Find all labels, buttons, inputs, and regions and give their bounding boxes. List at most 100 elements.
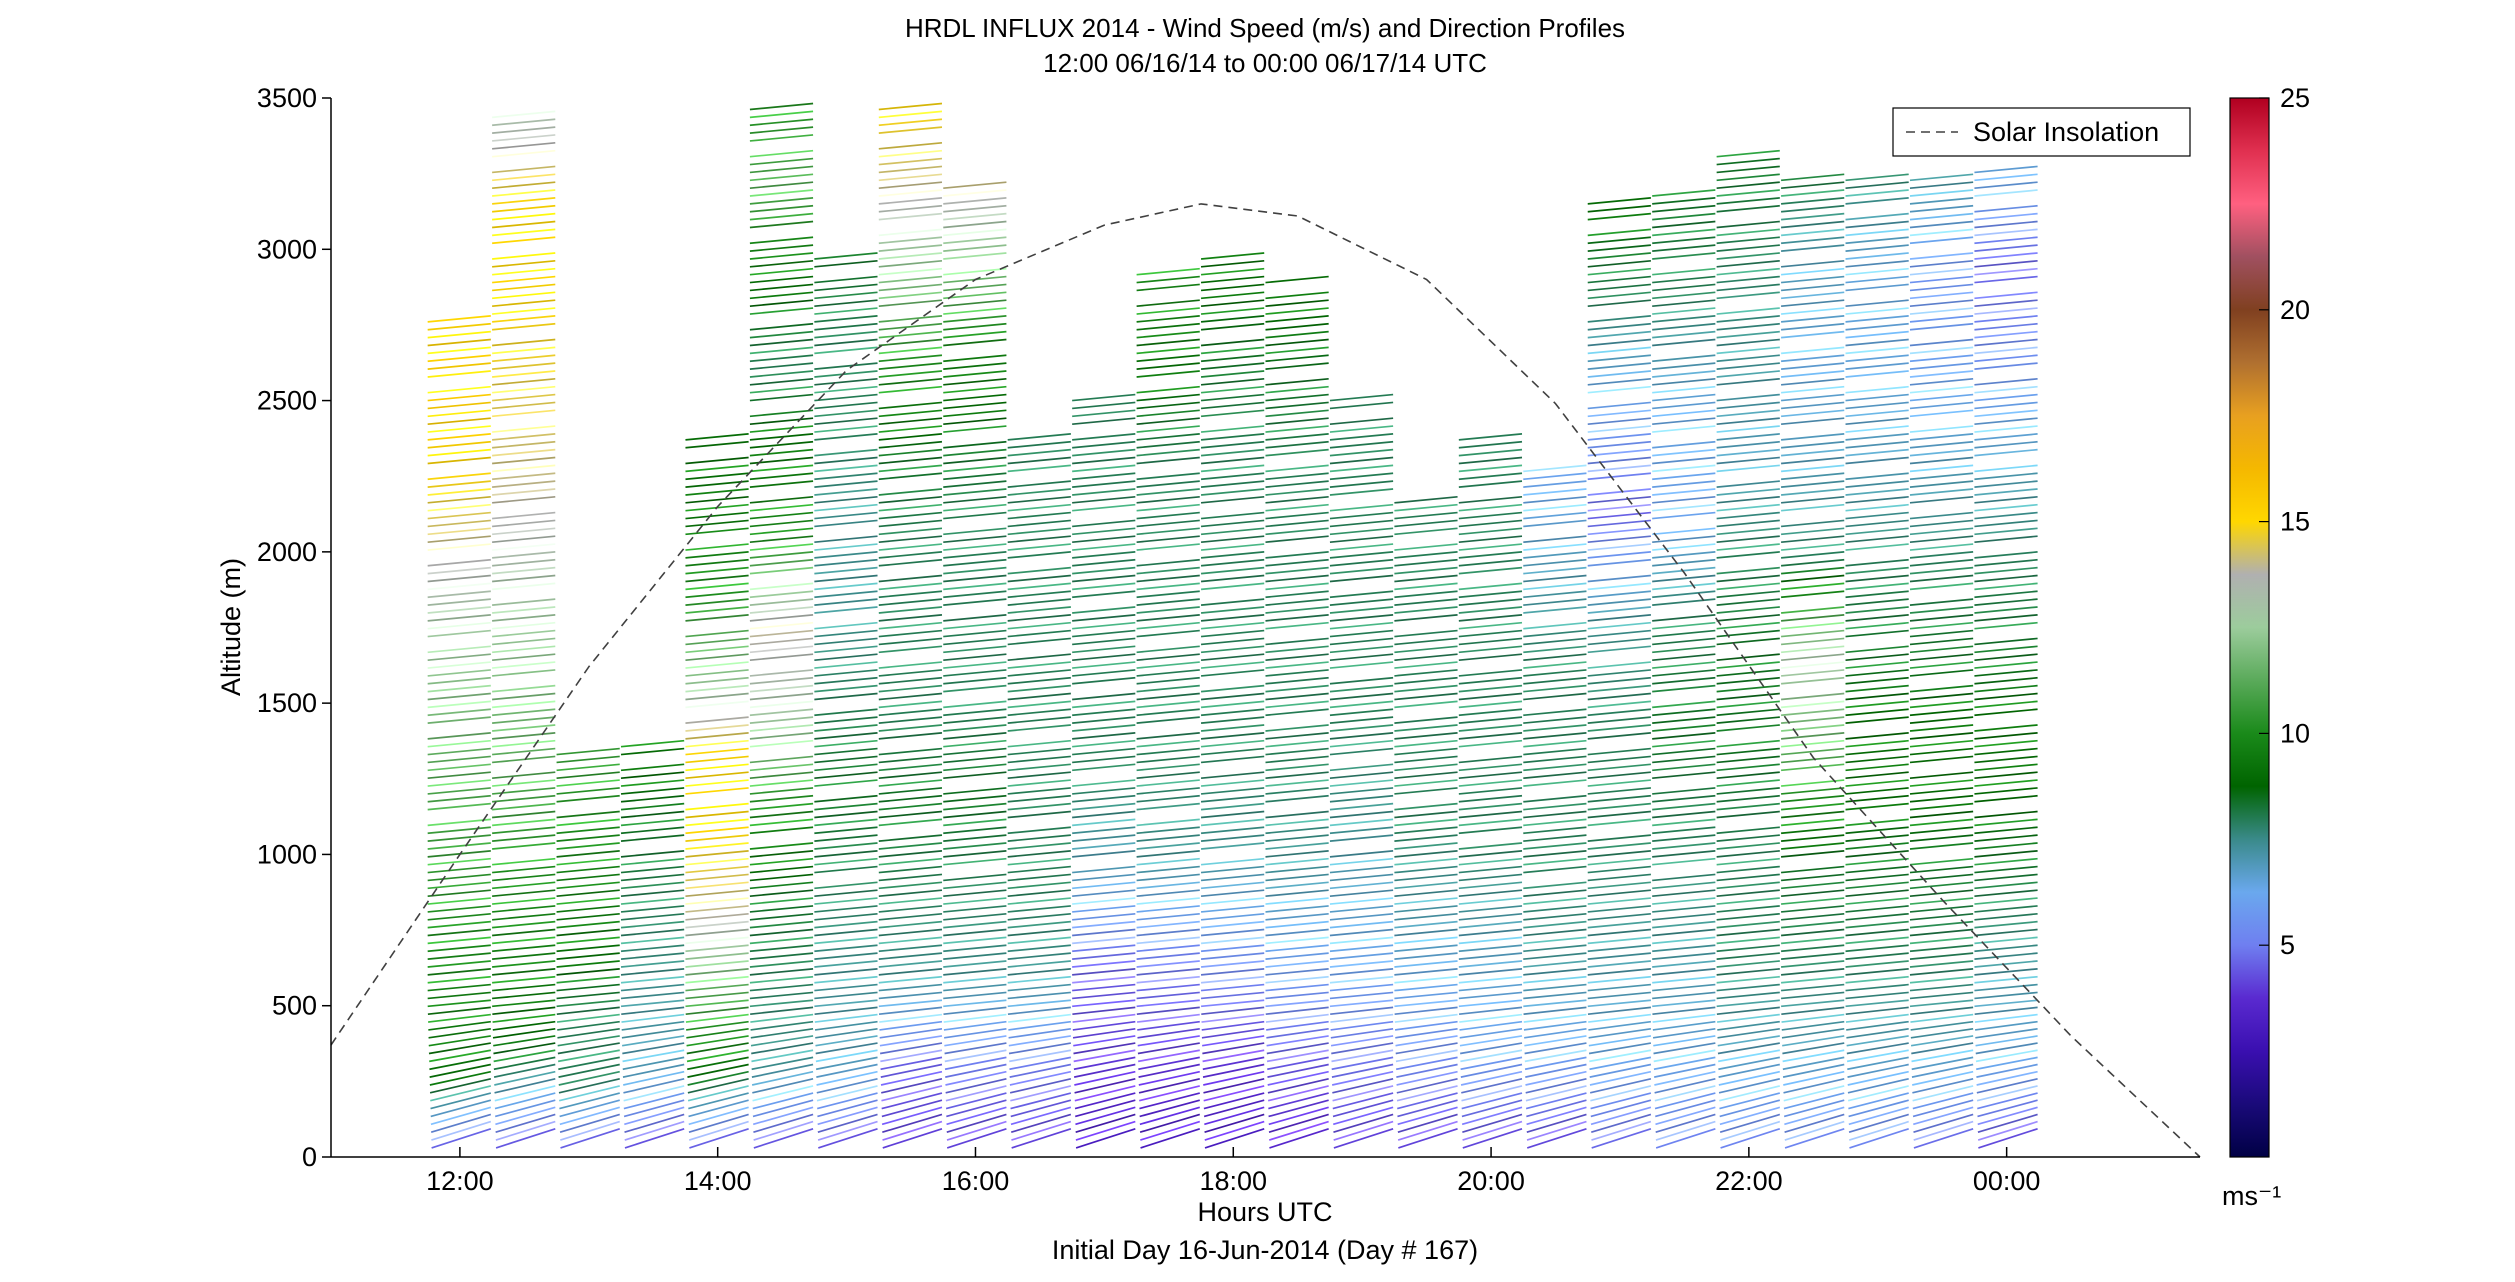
profile-segment <box>1716 488 1780 496</box>
profile-segment <box>1909 259 1974 268</box>
profile-segment <box>1075 1113 1136 1134</box>
x-tick-label: 12:00 <box>426 1166 494 1196</box>
profile-segment <box>1265 448 1329 457</box>
profile-segment <box>685 551 749 559</box>
profile-segment <box>1845 582 1909 591</box>
profile-segment <box>1525 1070 1587 1086</box>
profile-segment <box>427 763 491 772</box>
profile-segment <box>1329 905 1394 913</box>
profile-segment <box>557 1020 620 1031</box>
profile-segment <box>1075 1127 1136 1149</box>
profile-segment <box>749 763 814 772</box>
profile-segment <box>1845 787 1909 795</box>
profile-segment <box>814 952 878 960</box>
profile-segment <box>1909 810 1974 819</box>
profile-segment <box>620 897 685 905</box>
profile-segment <box>1008 1042 1072 1055</box>
profile-segment <box>749 818 814 827</box>
profile-segment <box>1909 354 1974 363</box>
profile-segment <box>1909 621 1974 630</box>
profile-segment <box>814 1013 878 1023</box>
profile-segment <box>1781 629 1845 638</box>
profile-segment <box>1652 480 1716 488</box>
profile-segment <box>1652 393 1716 402</box>
profile-segment <box>1007 794 1071 803</box>
profile-segment <box>1200 897 1265 905</box>
profile-segment <box>1587 283 1651 292</box>
profile-segment <box>1329 637 1394 646</box>
profile-segment <box>1909 960 1974 968</box>
profile-segment <box>749 110 814 119</box>
profile-segment <box>1007 755 1071 764</box>
profile-segment <box>1587 244 1651 252</box>
profile-segment <box>685 669 749 677</box>
profile-segment <box>878 259 943 268</box>
profile-segment <box>1396 1085 1458 1102</box>
profile-segment <box>1394 732 1458 740</box>
profile-segment <box>1848 1113 1909 1134</box>
profile-segment <box>1200 527 1265 536</box>
profile-segment <box>817 1092 878 1110</box>
profile-segment <box>1974 865 2038 874</box>
profile-segment <box>1074 1077 1136 1094</box>
profile-segment <box>1329 566 1394 575</box>
profile-segment <box>688 1092 749 1110</box>
profile-segment <box>685 873 749 882</box>
profile-segment <box>1845 440 1909 449</box>
profile-segment <box>1394 968 1458 976</box>
profile-segment <box>556 810 620 819</box>
profile-segment <box>493 1049 556 1063</box>
profile-segment <box>1591 1127 1652 1149</box>
profile-segment <box>492 936 556 945</box>
profile-segment <box>1136 590 1200 599</box>
profile-segment <box>1587 873 1651 882</box>
profile-segment <box>1781 401 1845 410</box>
profile-segment <box>815 1027 878 1039</box>
profile-segment <box>1845 267 1909 276</box>
profile-segment <box>427 590 491 599</box>
profile-segment <box>1265 488 1329 496</box>
profile-segment <box>1265 385 1329 394</box>
profile-segment <box>1523 629 1587 638</box>
profile-segment <box>1331 1070 1394 1086</box>
profile-segment <box>492 189 556 197</box>
profile-segment <box>427 645 491 654</box>
profile-segment <box>878 197 943 205</box>
profile-segment <box>1587 692 1651 701</box>
profile-segment <box>1781 724 1845 732</box>
profile-segment <box>1909 401 1974 410</box>
profile-segment <box>878 582 943 591</box>
profile-segment <box>1200 346 1265 355</box>
profile-segment <box>1136 763 1200 772</box>
profile-segment <box>1974 771 2038 780</box>
profile-segment <box>1136 330 1200 339</box>
profile-segment <box>1265 826 1329 835</box>
profile-segment <box>1265 558 1329 567</box>
profile-segment <box>1200 787 1265 795</box>
profile-segment <box>1845 1013 1909 1023</box>
profile-segment <box>492 999 556 1008</box>
profile-segment <box>1200 865 1265 874</box>
profile-segment <box>814 362 878 370</box>
profile-segment <box>816 1063 878 1078</box>
profile-segment <box>1268 1113 1329 1134</box>
profile-segment <box>878 456 943 465</box>
profile-segment <box>1974 551 2038 559</box>
profile-segment <box>492 1013 556 1023</box>
profile-segment <box>1329 700 1394 709</box>
profile-segment <box>492 385 556 394</box>
profile-segment <box>1845 991 1909 1000</box>
profile-segment <box>1911 1063 1974 1078</box>
profile-segment <box>878 425 943 433</box>
profile-segment <box>749 991 814 1000</box>
profile-segment <box>749 739 814 748</box>
profile-segment <box>1716 1006 1780 1016</box>
profile-segment <box>556 865 620 874</box>
profile-segment <box>943 598 1007 606</box>
profile-segment <box>1394 818 1458 827</box>
profile-segment <box>1265 944 1329 953</box>
profile-segment <box>1652 566 1716 575</box>
profile-segment <box>1007 857 1071 866</box>
profile-segment <box>1074 1085 1136 1102</box>
profile-segment <box>1329 794 1394 803</box>
